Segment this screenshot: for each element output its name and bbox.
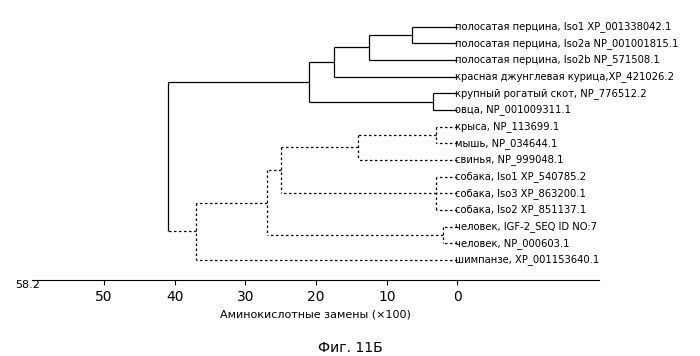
Text: человек, IGF-2_SEQ ID NO:7: человек, IGF-2_SEQ ID NO:7 [456,221,597,232]
Text: мышь, NP_034644.1: мышь, NP_034644.1 [456,138,558,149]
Text: собака, Iso2 XP_851137.1: собака, Iso2 XP_851137.1 [456,204,587,215]
Text: красная джунглевая курица,XP_421026.2: красная джунглевая курица,XP_421026.2 [456,71,674,82]
Text: овца, NP_001009311.1: овца, NP_001009311.1 [456,105,571,115]
Text: 58.2: 58.2 [15,280,40,290]
Text: крыса, NP_113699.1: крыса, NP_113699.1 [456,121,559,132]
Text: свинья, NP_999048.1: свинья, NP_999048.1 [456,155,564,166]
Text: человек, NP_000603.1: человек, NP_000603.1 [456,238,570,249]
Text: собака, Iso3 XP_863200.1: собака, Iso3 XP_863200.1 [456,188,587,199]
Text: собака, Iso1 XP_540785.2: собака, Iso1 XP_540785.2 [456,171,587,182]
X-axis label: Аминокислотные замены (×100): Аминокислотные замены (×100) [220,309,411,319]
Text: шимпанзе, XP_001153640.1: шимпанзе, XP_001153640.1 [456,255,600,265]
Text: Фиг. 11Б: Фиг. 11Б [318,341,382,355]
Text: полосатая перцина, Iso2a NP_001001815.1: полосатая перцина, Iso2a NP_001001815.1 [456,38,679,49]
Text: крупный рогатый скот, NP_776512.2: крупный рогатый скот, NP_776512.2 [456,88,647,99]
Text: полосатая перцина, Iso1 XP_001338042.1: полосатая перцина, Iso1 XP_001338042.1 [456,21,672,32]
Text: полосатая перцина, Iso2b NP_571508.1: полосатая перцина, Iso2b NP_571508.1 [456,54,660,66]
